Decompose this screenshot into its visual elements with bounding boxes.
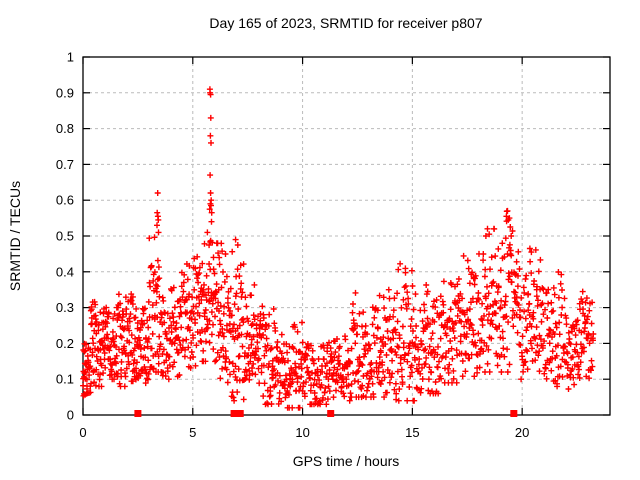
y-tick-label: 0 — [67, 408, 74, 423]
y-tick-label: 0.3 — [56, 300, 74, 315]
y-tick-label: 0.2 — [56, 336, 74, 351]
x-tick-label: 0 — [79, 425, 86, 440]
x-tick-label: 15 — [405, 425, 419, 440]
x-axis-label: GPS time / hours — [293, 453, 400, 469]
data-point-markers — [80, 86, 597, 411]
x-tick-label: 10 — [295, 425, 309, 440]
zero-square-marker — [233, 410, 241, 417]
y-tick-label: 0.4 — [56, 264, 74, 279]
zero-tick-marker — [241, 410, 244, 417]
x-tick-label: 20 — [515, 425, 529, 440]
y-tick-label: 0.5 — [56, 229, 74, 244]
x-tick-label: 5 — [189, 425, 196, 440]
zero-tick-marker — [238, 410, 241, 417]
y-tick-label: 0.7 — [56, 157, 74, 172]
y-tick-label: 0.6 — [56, 193, 74, 208]
plot-border — [82, 56, 611, 416]
zero-square-marker — [134, 410, 142, 417]
y-tick-label: 0.9 — [56, 85, 74, 100]
scatter-points — [80, 86, 597, 411]
zero-square-marker — [510, 410, 518, 417]
y-tick-label: 0.1 — [56, 372, 74, 387]
y-axis-label: SRMTID / TECUs — [7, 181, 23, 291]
y-tick-label: 0.8 — [56, 121, 74, 136]
y-tick-labels: 0 0.1 0.2 0.3 0.4 0.5 0.6 0.7 0.8 0.9 1 — [56, 50, 74, 423]
zero-tick-marker — [239, 410, 242, 417]
zero-square-marker — [327, 410, 335, 417]
x-tick-labels: 0 5 10 15 20 — [79, 425, 529, 440]
chart-title: Day 165 of 2023, SRMTID for receiver p80… — [209, 15, 482, 31]
plot-frame — [82, 56, 611, 416]
y-tick-label: 1 — [67, 50, 74, 65]
zero-value-markers — [134, 410, 518, 417]
